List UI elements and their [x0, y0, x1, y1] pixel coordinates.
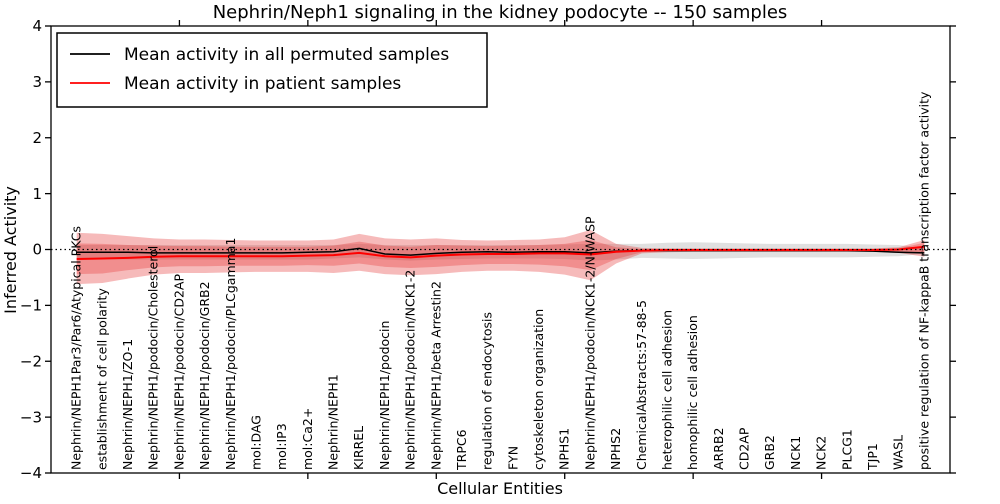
- category-label: mol:Ca2+: [300, 408, 315, 470]
- chart-title: Nephrin/Neph1 signaling in the kidney po…: [213, 2, 788, 23]
- category-label: Nephrin/NEPH1/podocin/PLCgamma1: [223, 238, 238, 470]
- category-label: Nephrin/NEPH1/podocin/GRB2: [197, 281, 212, 470]
- category-label: FYN: [505, 446, 520, 470]
- series-line-patient: [76, 245, 925, 260]
- category-label: Nephrin/NEPH1/podocin/NCK1-2/N-WASP: [582, 216, 597, 470]
- category-label: TRPC6: [454, 429, 469, 471]
- category-label: mol:IP3: [274, 423, 289, 470]
- y-tick-label: −4: [20, 464, 42, 482]
- category-label: ARRB2: [711, 428, 726, 470]
- y-tick-label: 0: [32, 241, 42, 259]
- band-patient-samples-spread-outer: [76, 229, 925, 285]
- y-axis-label: Inferred Activity: [1, 186, 20, 314]
- category-label: WASL: [891, 435, 906, 470]
- category-label: Nephrin/NEPH1/podocin/CD2AP: [171, 274, 186, 470]
- category-label: ChemicalAbstracts:57-88-5: [634, 300, 649, 470]
- category-label: NPHS1: [557, 428, 572, 470]
- band-patient-samples-spread-inner: [76, 240, 925, 275]
- legend-label-patient-samples: Mean activity in patient samples: [124, 74, 401, 94]
- category-label: cytoskeleton organization: [531, 309, 546, 470]
- plot-dynamic-layer: 4 3 2 1 0 −1 −2 −3 −4 Nephrin/NEPH1Par3/Par6/Atyp…: [20, 17, 956, 482]
- category-label: Nephrin/NEPH1/beta Arrestin2: [428, 281, 443, 470]
- y-tick-label: 2: [32, 129, 42, 147]
- category-label: TJP1: [865, 443, 880, 471]
- category-label: Nephrin/NEPH1/podocin/Cholesterol: [146, 246, 161, 470]
- plot-border: [50, 25, 951, 474]
- category-label: Nephrin/NEPH1/ZO-1: [120, 339, 135, 470]
- category-label: PLCG1: [839, 429, 854, 470]
- category-label: heterophilic cell adhesion: [659, 310, 674, 470]
- y-tick-label: −3: [20, 408, 42, 426]
- legend: Mean activity in all permuted samples Me…: [56, 32, 488, 108]
- category-label: positive regulation of NF-kappaB transcr…: [916, 91, 931, 470]
- category-label: NCK2: [814, 436, 829, 470]
- category-label: Nephrin/NEPH1Par3/Par6/Atypical PKCs: [69, 226, 84, 470]
- y-tick-label: −2: [20, 352, 42, 370]
- legend-label-permuted-samples: Mean activity in all permuted samples: [124, 45, 449, 65]
- category-label: KIRREL: [351, 426, 366, 470]
- category-label: NCK1: [788, 436, 803, 470]
- legend-box: [56, 32, 488, 108]
- category-label: homophilic cell adhesion: [685, 315, 700, 470]
- category-label: mol:DAG: [248, 415, 263, 470]
- y-tick-label: 1: [32, 185, 42, 203]
- category-label: GRB2: [762, 435, 777, 470]
- category-label: CD2AP: [737, 427, 752, 470]
- category-label: Nephrin/NEPH1/podocin/NCK1-2: [403, 270, 418, 470]
- y-tick-label: 4: [32, 17, 42, 35]
- y-tick-label: −1: [20, 297, 42, 315]
- category-label: establishment of cell polarity: [94, 288, 109, 470]
- y-tick-label: 3: [32, 73, 42, 91]
- x-axis-label: Cellular Entities: [437, 479, 563, 498]
- category-label: Nephrin/NEPH1/podocin: [377, 321, 392, 470]
- category-label: NPHS2: [608, 428, 623, 470]
- category-label: Nephrin/NEPH1: [326, 374, 341, 470]
- category-label: regulation of endocytosis: [480, 312, 495, 470]
